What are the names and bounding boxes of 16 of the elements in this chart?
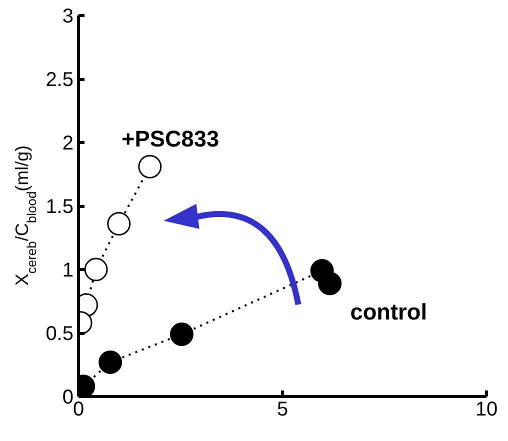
- series-label: control: [350, 298, 428, 324]
- y-tick-label: 3: [62, 6, 74, 28]
- point: [84, 258, 108, 282]
- point: [310, 259, 334, 282]
- point: [107, 212, 131, 236]
- y-tick-label: 2.5: [46, 69, 74, 91]
- y-tick-label: 0.5: [46, 323, 74, 345]
- x-tick-label: 5: [276, 398, 288, 420]
- y-tick-label: 2: [62, 132, 74, 154]
- series-label: +PSC833: [121, 126, 220, 152]
- point: [138, 154, 162, 178]
- y-tick-label: 1: [62, 260, 74, 282]
- point: [98, 350, 122, 374]
- x-tick-label: 10: [475, 398, 498, 420]
- point: [170, 322, 194, 346]
- y-tick-label: 1.5: [46, 196, 74, 218]
